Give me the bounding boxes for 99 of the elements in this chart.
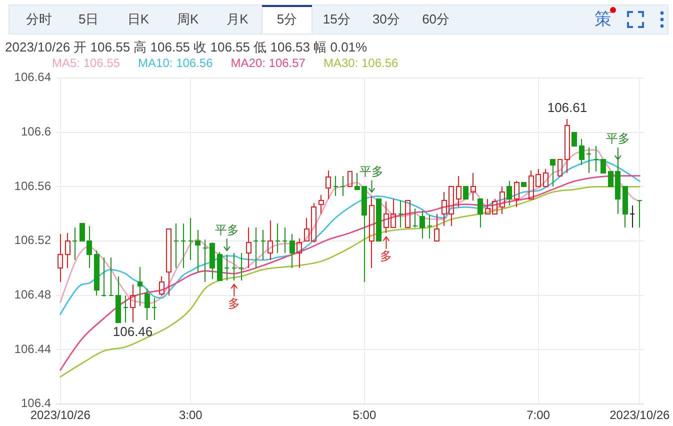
text: 月K [226, 11, 249, 26]
annotation: 平多 [360, 164, 384, 178]
y-tick-label: 106.44 [14, 342, 52, 356]
text: 5分 [276, 11, 298, 26]
candlestick [332, 175, 338, 197]
candlestick [376, 198, 382, 242]
candlestick [506, 180, 512, 206]
candlestick [630, 205, 636, 228]
candlestick [173, 222, 179, 269]
candlestick [521, 182, 527, 188]
chart-subtitle: 2023/10/26 开 106.55 高 106.55 收 106.55 低 106.53 幅 0.01% [5, 39, 368, 54]
candlestick [274, 222, 280, 254]
candlestick [572, 132, 578, 146]
candlestick [268, 220, 274, 261]
candlestick [347, 171, 353, 188]
candlestick [58, 234, 64, 282]
candlestick [224, 254, 230, 281]
text: MA10: 106.56 [138, 56, 214, 70]
y-tick-label: 106.56 [14, 178, 52, 193]
candlestick [456, 175, 462, 208]
candlestick [122, 294, 128, 323]
candlestick [405, 200, 411, 228]
candlestick [463, 186, 469, 200]
y-tick-label: 106.6 [20, 124, 52, 139]
candlestick [253, 226, 259, 269]
candlestick [166, 228, 172, 296]
candlestick [116, 276, 122, 323]
candlestick [72, 226, 78, 261]
x-tick-label: 2023/10/26 [30, 408, 91, 422]
y-tick-label: 106.64 [14, 70, 52, 84]
y-tick-label: 106.52 [14, 233, 52, 248]
annotation: 多 [380, 249, 392, 264]
candlestick [564, 118, 570, 174]
text: MA5: 106.55 [52, 56, 120, 70]
x-tick-label: 3:00 [179, 408, 203, 422]
candlestick [426, 214, 432, 239]
candlestick [238, 252, 244, 281]
candlestick [158, 276, 164, 296]
candlestick [188, 217, 194, 261]
candlestick [144, 288, 150, 320]
candlestick [210, 242, 216, 280]
candlestick [420, 210, 426, 239]
candlestick [318, 194, 324, 214]
annotation: 106.46 [112, 324, 153, 339]
candlestick [231, 252, 237, 281]
candlestick [180, 222, 186, 269]
candlestick [636, 200, 642, 228]
text: 5日 [78, 11, 99, 26]
annotation: 106.61 [547, 100, 588, 116]
candlestick [289, 234, 295, 269]
x-tick-label: 5:00 [352, 408, 376, 422]
text: MA20: 106.57 [230, 56, 306, 70]
candlestick [108, 256, 114, 296]
candlestick [246, 226, 252, 269]
x-tick-label: 7:00 [526, 408, 550, 422]
candlestick [340, 175, 346, 197]
candlestick [470, 172, 476, 201]
candlestick [216, 251, 222, 281]
candlestick [398, 200, 404, 228]
y-tick-label: 106.4 [20, 396, 52, 410]
candlestick [282, 226, 288, 254]
text: 周K [176, 11, 199, 26]
candlestick [586, 146, 592, 174]
candlestick [101, 256, 107, 298]
candlestick [542, 168, 548, 188]
candlestick [326, 170, 332, 200]
candlestick [578, 138, 584, 166]
annotation: 多 [228, 296, 240, 311]
candlestick [550, 159, 556, 188]
candlestick [202, 239, 208, 282]
text: 策 [594, 9, 612, 28]
candlestick [94, 250, 100, 296]
candlestick [195, 230, 201, 273]
candlestick [600, 159, 606, 174]
candlestick [296, 238, 302, 269]
candlestick [514, 180, 520, 208]
annotation: 平多 [214, 222, 239, 237]
text: 30分 [372, 11, 400, 26]
x-tick-label: 2023/10/26 [610, 408, 670, 422]
candlestick [434, 213, 440, 242]
candlestick [478, 198, 484, 228]
candlestick [499, 186, 505, 214]
annotation: 平多 [606, 132, 630, 146]
candlestick [130, 284, 136, 323]
text: 60分 [422, 11, 450, 26]
candlestick [137, 266, 143, 307]
y-tick-label: 106.48 [14, 288, 52, 302]
candlestick [152, 298, 158, 320]
text: 15分 [322, 11, 350, 26]
candlestick [64, 232, 70, 269]
candlestick [260, 230, 266, 261]
candlestick [593, 145, 599, 172]
text: 日K [127, 11, 150, 26]
candlestick [368, 196, 374, 269]
candlestick [412, 208, 418, 228]
text: MA30: 106.56 [323, 56, 399, 70]
text: 分时 [26, 11, 52, 26]
candlestick [622, 186, 628, 228]
candlestick [557, 159, 563, 176]
